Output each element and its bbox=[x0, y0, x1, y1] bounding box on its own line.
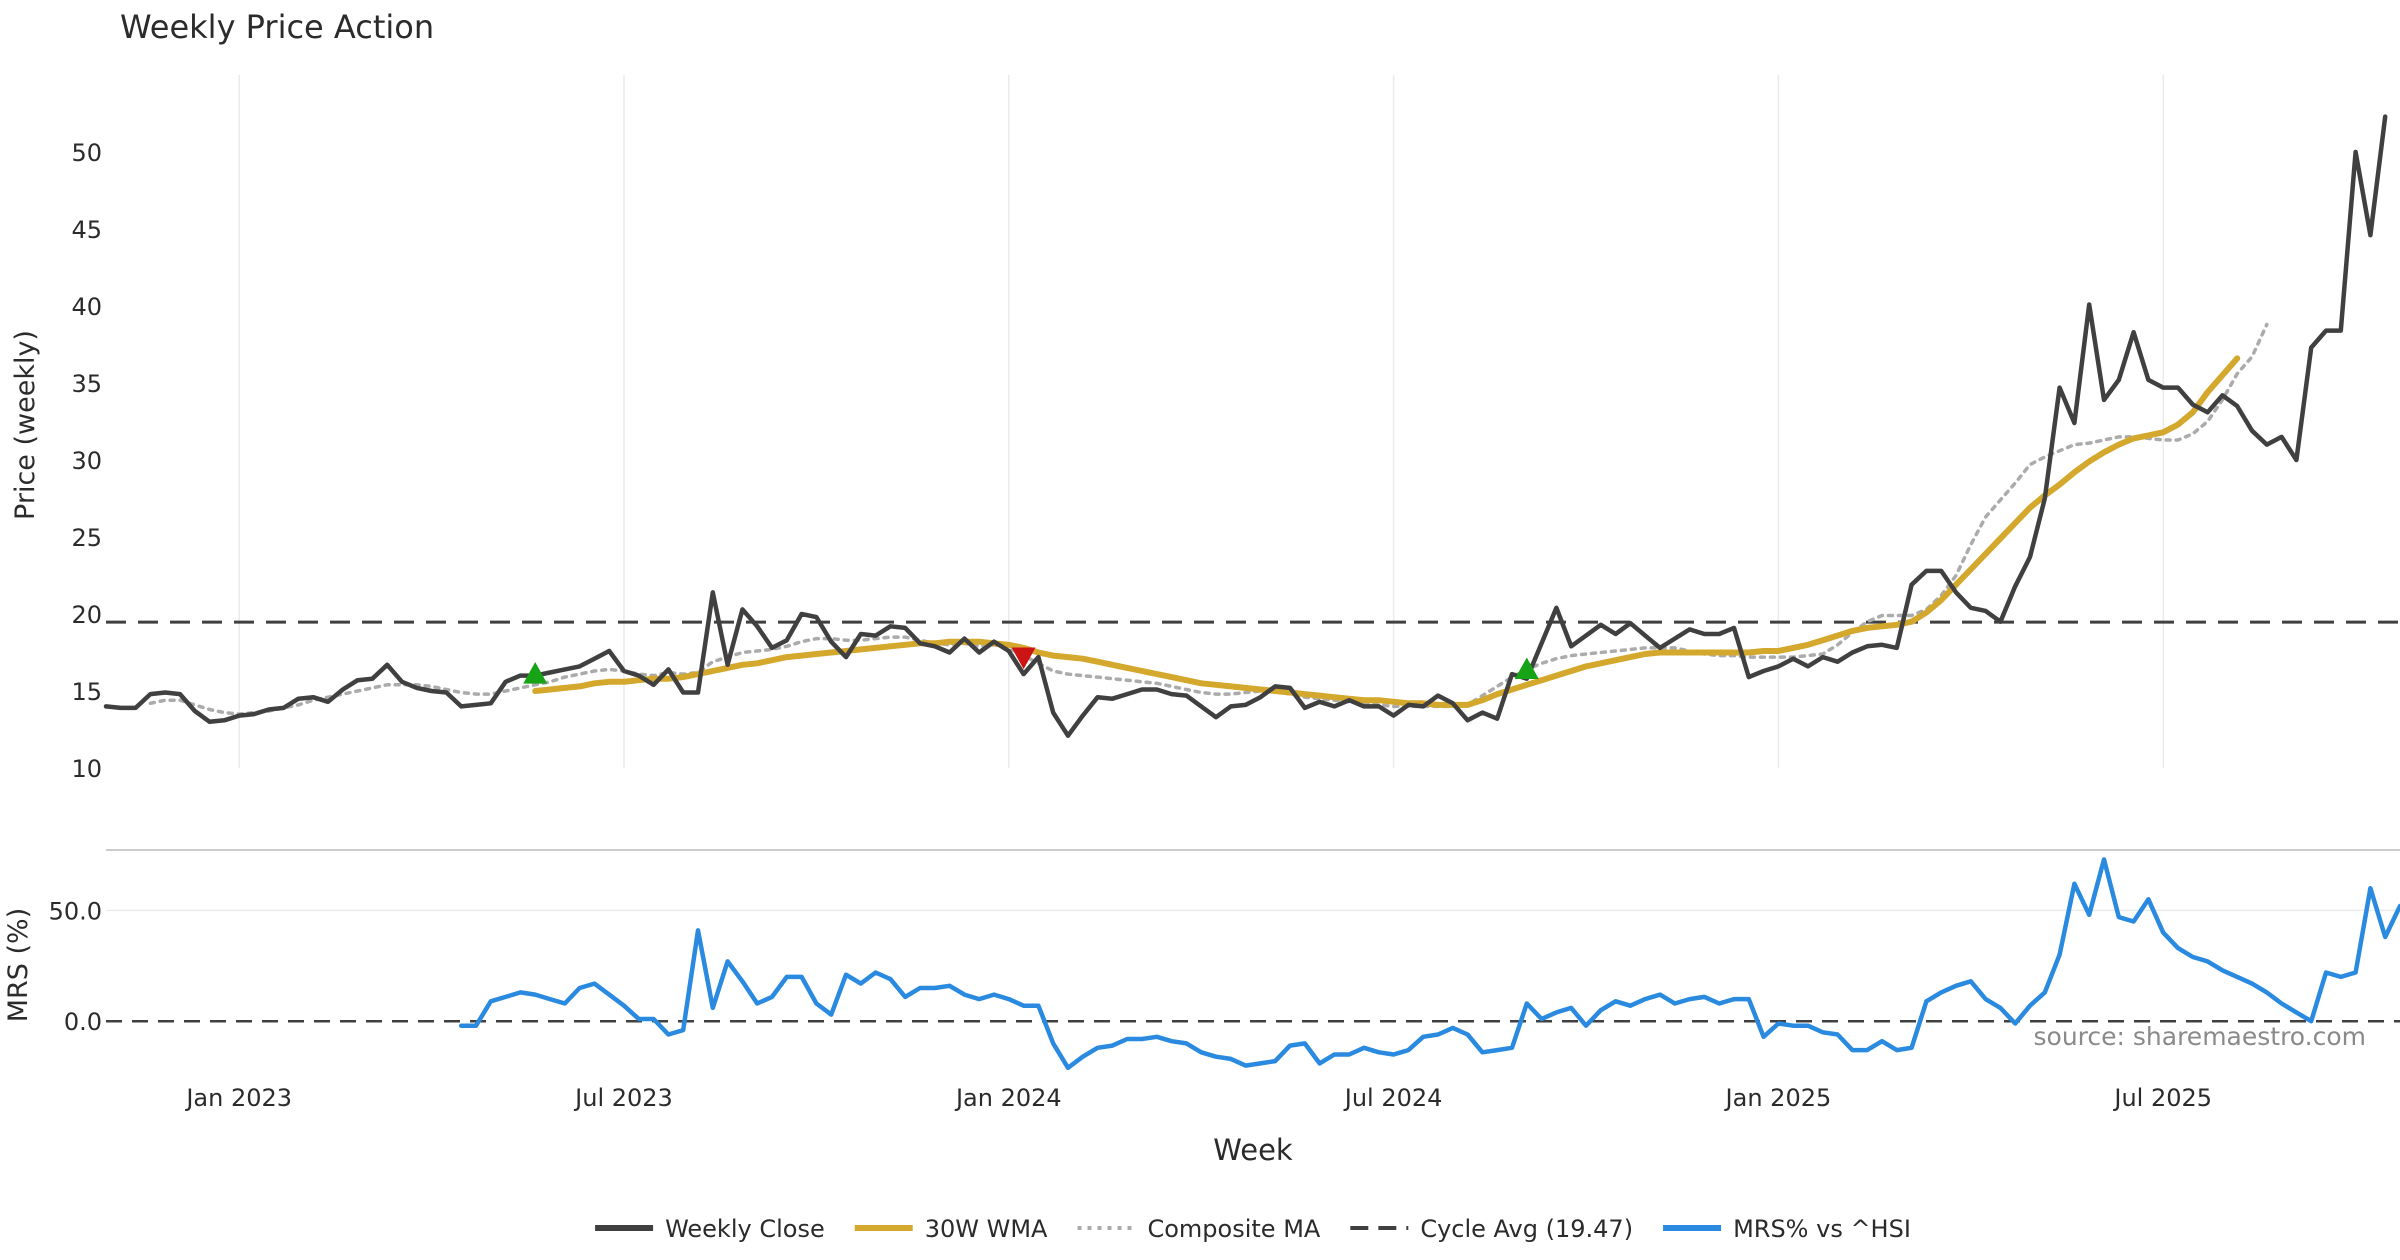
legend-label: Composite MA bbox=[1147, 1215, 1320, 1243]
price-y-tick-label: 40 bbox=[71, 293, 102, 321]
price-gridlines bbox=[238, 75, 2164, 768]
x-tick-label: Jul 2023 bbox=[573, 1084, 673, 1112]
x-ticks: Jan 2023 Jul 2023 Jan 2024 Jul 2024 Jan 2025… bbox=[184, 1084, 2212, 1112]
x-tick-label: Jan 2023 bbox=[184, 1084, 292, 1112]
price-y-tick-label: 35 bbox=[71, 370, 102, 398]
mrs-series bbox=[458, 857, 2400, 1071]
sell-signal-marker bbox=[1011, 647, 1036, 670]
price-series bbox=[103, 114, 2400, 738]
price-y-ticks: 10 15 20 25 30 35 40 45 50 bbox=[71, 139, 102, 783]
mrs-y-axis-label: MRS (%) bbox=[3, 908, 34, 1023]
mrs-y-tick-label: 0.0 bbox=[64, 1008, 102, 1036]
x-axis-label: Week bbox=[1213, 1133, 1293, 1167]
legend-label: MRS% vs ^HSI bbox=[1733, 1215, 1911, 1243]
chart-title: Weekly Price Action bbox=[120, 8, 434, 46]
signal-markers bbox=[523, 647, 1539, 684]
composite-ma-line bbox=[148, 322, 2269, 716]
x-tick-label: Jan 2025 bbox=[1724, 1084, 1832, 1112]
buy-signal-marker bbox=[1514, 657, 1539, 680]
price-y-tick-label: 15 bbox=[71, 678, 102, 706]
x-tick-label: Jan 2024 bbox=[954, 1084, 1062, 1112]
mrs-y-ticks: 0.0 50.0 bbox=[49, 897, 102, 1036]
legend: Weekly Close 30W WMA Composite MA Cycle Avg… bbox=[595, 1215, 1911, 1243]
price-y-axis-label: Price (weekly) bbox=[10, 330, 41, 520]
buy-signal-marker bbox=[523, 662, 548, 684]
price-y-tick-label: 50 bbox=[71, 139, 102, 167]
mrs-y-tick-label: 50.0 bbox=[49, 897, 102, 925]
x-tick-label: Jul 2025 bbox=[2112, 1084, 2212, 1112]
mrs-panel: 0.0 50.0 MRS (%) source: sharemaestro.com bbox=[3, 857, 2400, 1071]
x-tick-label: Jul 2024 bbox=[1343, 1084, 1443, 1112]
legend-label: Cycle Avg (19.47) bbox=[1420, 1215, 1633, 1243]
price-y-tick-label: 10 bbox=[71, 755, 102, 783]
price-y-tick-label: 25 bbox=[71, 524, 102, 552]
wma-30w-line bbox=[532, 355, 2241, 708]
legend-label: Weekly Close bbox=[665, 1215, 825, 1243]
legend-label: 30W WMA bbox=[925, 1215, 1048, 1243]
source-note: source: sharemaestro.com bbox=[2034, 1022, 2367, 1051]
price-y-tick-label: 20 bbox=[71, 601, 102, 629]
mrs-line bbox=[458, 857, 2400, 1071]
weekly-close-line bbox=[103, 114, 2388, 738]
price-y-tick-label: 45 bbox=[71, 216, 102, 244]
price-panel: 10 15 20 25 30 35 40 45 50 Price (weekly) bbox=[10, 75, 2400, 783]
price-y-tick-label: 30 bbox=[71, 447, 102, 475]
